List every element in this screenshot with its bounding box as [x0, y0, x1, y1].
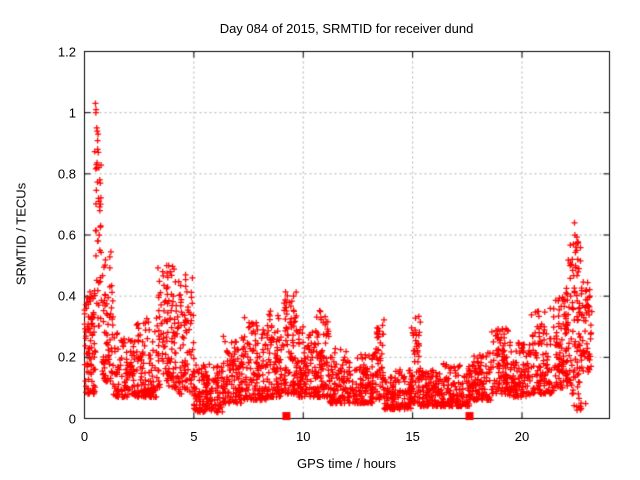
- x-tick-label: 15: [405, 429, 420, 444]
- y-tick-label: 0.6: [57, 227, 76, 243]
- y-tick-label: 1.2: [57, 44, 76, 59]
- y-tick-label: 0.8: [57, 166, 76, 182]
- x-axis-label: GPS time / hours: [297, 456, 396, 471]
- x-tick-label: 10: [296, 429, 311, 444]
- y-tick-label: 0.2: [57, 349, 76, 365]
- x-tick-label: 0: [80, 429, 89, 444]
- y-tick-label: 1: [68, 105, 76, 121]
- chart-title: Day 084 of 2015, SRMTID for receiver dun…: [219, 21, 474, 36]
- y-tick-label: 0.4: [57, 288, 76, 304]
- y-axis-label: SRMTID / TECUs: [13, 182, 29, 286]
- y-tick-label: 0: [68, 411, 76, 426]
- x-tick-label: 20: [514, 429, 530, 444]
- x-tick-label: 5: [190, 429, 198, 444]
